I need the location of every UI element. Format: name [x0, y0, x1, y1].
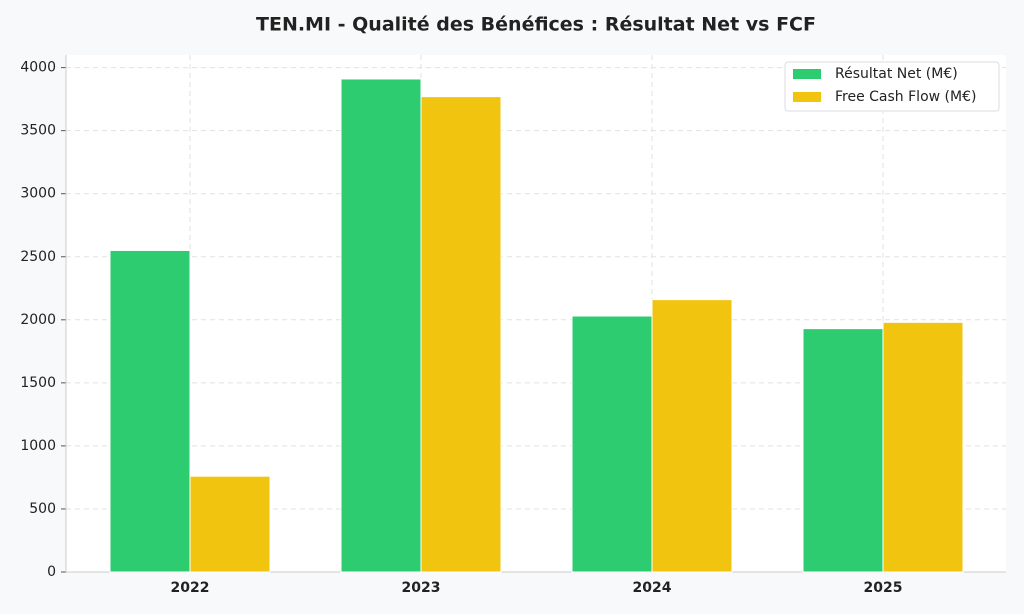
bar [340, 78, 422, 573]
legend-box [784, 61, 1000, 112]
legend-label: Résultat Net (M€) [835, 66, 958, 82]
y-tick-label: 2000 [20, 312, 56, 328]
legend-swatch [793, 69, 821, 79]
chart-title: TEN.MI - Qualité des Bénéfices : Résulta… [256, 14, 816, 36]
y-tick-label: 500 [29, 501, 56, 517]
y-tick-label: 3000 [20, 186, 56, 202]
y-tick-label: 1500 [20, 375, 56, 391]
bar [882, 321, 964, 573]
legend-label: Free Cash Flow (M€) [835, 89, 976, 105]
legend-swatch [793, 92, 821, 102]
y-tick-label: 4000 [20, 60, 56, 76]
x-tick-label: 2022 [171, 580, 210, 596]
x-tick-label: 2023 [402, 580, 441, 596]
y-tick-label: 0 [47, 564, 56, 580]
x-tick-label: 2025 [864, 580, 903, 596]
x-tick-label: 2024 [633, 580, 672, 596]
y-tick-label: 2500 [20, 249, 56, 265]
bar [189, 475, 271, 573]
y-tick-label: 3500 [20, 123, 56, 139]
bar [420, 96, 502, 573]
bar [802, 328, 884, 573]
bar [651, 299, 733, 573]
bar [571, 315, 653, 573]
bar [109, 249, 191, 573]
y-tick-label: 1000 [20, 438, 56, 454]
